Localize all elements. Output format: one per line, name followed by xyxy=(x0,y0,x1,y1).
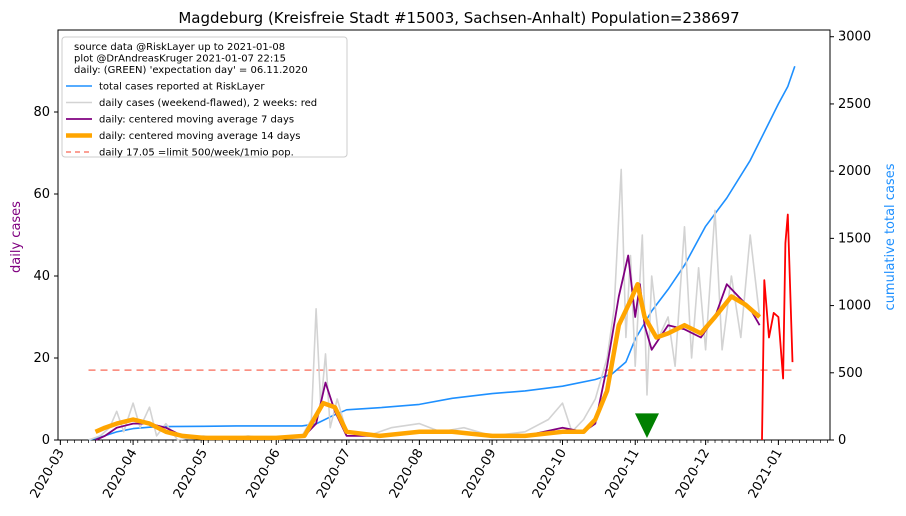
legend-box xyxy=(61,36,348,158)
left-tick-label: 80 xyxy=(33,105,50,120)
legend-entry-label: daily cases (weekend-flawed), 2 weeks: r… xyxy=(99,98,317,109)
x-tick-label: 2021-01 xyxy=(746,447,786,502)
series-line-1 xyxy=(88,168,761,441)
expectation-day-marker xyxy=(634,413,659,438)
x-tick-label: 2020-05 xyxy=(171,447,211,502)
legend-entry-label: daily: centered moving average 14 days xyxy=(99,131,300,142)
legend-entry-label: daily: centered moving average 7 days xyxy=(99,115,294,126)
right-tick-label: 0 xyxy=(838,433,846,448)
left-tick-label: 60 xyxy=(33,187,50,202)
legend-entry-label: total cases reported at RiskLayer xyxy=(99,82,265,93)
right-tick-label: 2500 xyxy=(838,97,871,112)
legend: source data @RiskLayer up to 2021-01-08p… xyxy=(61,36,348,159)
chart-title: Magdeburg (Kreisfreie Stadt #15003, Sach… xyxy=(178,9,739,27)
x-tick-label: 2020-06 xyxy=(244,447,284,502)
left-tick-label: 20 xyxy=(33,351,50,366)
series-line-0 xyxy=(88,66,796,441)
right-tick-label: 500 xyxy=(838,366,863,381)
x-tick-label: 2020-08 xyxy=(387,447,427,502)
right-axis-label: cumulative total cases xyxy=(883,163,898,310)
x-tick-label: 2020-03 xyxy=(28,447,68,502)
right-tick-label: 2000 xyxy=(838,164,871,179)
left-tick-label: 40 xyxy=(33,269,50,284)
x-tick-label: 2020-07 xyxy=(314,447,354,502)
right-tick-label: 1000 xyxy=(838,299,871,314)
x-tick-label: 2020-10 xyxy=(530,447,570,502)
series-line-2 xyxy=(761,213,794,441)
left-tick-label: 0 xyxy=(42,433,50,448)
series-line-3 xyxy=(95,254,761,441)
left-axis-label: daily cases xyxy=(9,201,24,273)
x-tick-label: 2020-12 xyxy=(673,447,713,502)
x-tick-label: 2020-09 xyxy=(459,447,499,502)
plot-frame xyxy=(57,29,831,441)
legend-header-line: plot @DrAndreasKruger 2021-01-07 22:15 xyxy=(74,54,286,65)
series-line-4 xyxy=(94,281,762,441)
legend-entry-label: daily 17.05 =limit 500/week/1mio pop. xyxy=(99,148,294,159)
legend-header-line: daily: (GREEN) 'expectation day' = 06.11… xyxy=(74,65,308,76)
x-tick-label: 2020-11 xyxy=(603,447,643,502)
legend-header-line: source data @RiskLayer up to 2021-01-08 xyxy=(74,42,285,53)
right-tick-label: 3000 xyxy=(838,30,871,45)
right-tick-label: 1500 xyxy=(838,231,871,246)
x-tick-label: 2020-04 xyxy=(100,447,140,502)
